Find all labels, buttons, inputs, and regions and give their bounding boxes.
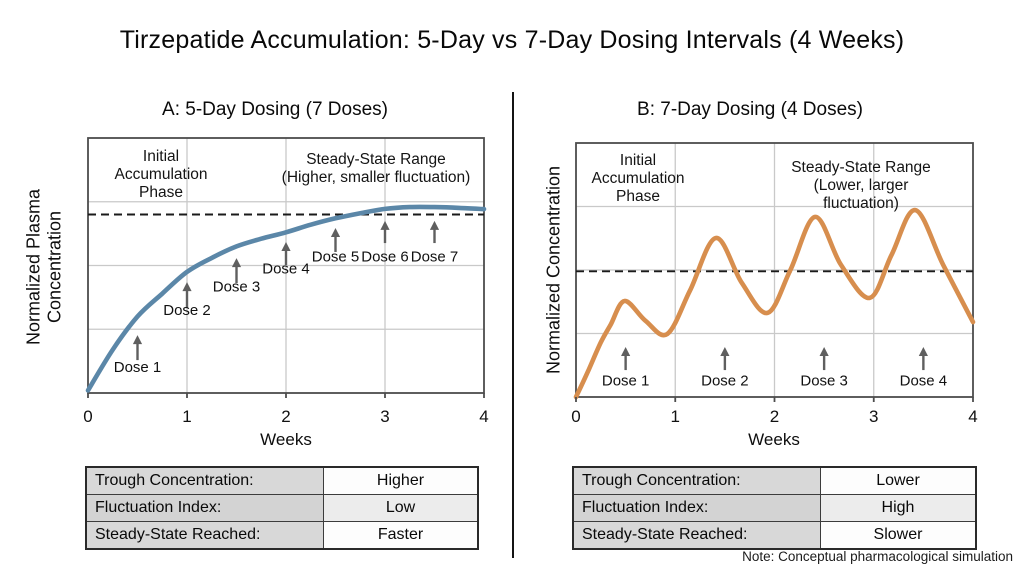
table-row-value: Lower [820, 466, 977, 495]
panel-a-steady-state-annotation: Steady-State Range (Higher, smaller fluc… [281, 151, 471, 187]
concentration-curve-a [85, 204, 487, 393]
panel-b-summary-table: Trough Concentration: Lower Fluctuation … [572, 466, 977, 550]
table-row-value: Slower [820, 521, 977, 550]
table-row-value: Higher [323, 466, 479, 495]
table-row: Fluctuation Index: High [572, 494, 977, 522]
x-tick-label: 3 [869, 407, 878, 426]
panel-b-title: B: 7-Day Dosing (4 Doses) [637, 99, 863, 120]
panel-a-title: A: 5-Day Dosing (7 Doses) [162, 99, 388, 120]
panel-a-x-axis-label: Weeks [260, 430, 312, 449]
dose-label: Dose 6 [361, 248, 409, 265]
x-tick-label: 1 [182, 407, 191, 426]
dose-arrow-head [720, 346, 730, 356]
table-row: Trough Concentration: Lower [572, 466, 977, 495]
page-title: Tirzepatide Accumulation: 5-Day vs 7-Day… [119, 26, 905, 54]
panel-b-x-axis-label: Weeks [748, 430, 800, 449]
dose-arrow-head [182, 282, 192, 292]
panel-b-y-axis-label: Normalized Concentration [543, 165, 564, 375]
dose-arrow-head [819, 346, 829, 356]
dose-label: Dose 3 [213, 279, 261, 296]
table-row-value: Faster [323, 521, 479, 550]
x-tick-label: 2 [281, 407, 290, 426]
dose-label: Dose 4 [900, 373, 948, 390]
dose-arrow-head [380, 220, 390, 230]
table-row-label: Steady-State Reached: [572, 521, 821, 550]
table-row-label: Steady-State Reached: [85, 521, 324, 550]
x-tick-label: 4 [479, 407, 488, 426]
x-tick-label: 0 [571, 407, 580, 426]
concentration-curve-b [573, 207, 976, 400]
table-row-label: Trough Concentration: [572, 466, 821, 495]
panel-a-initial-phase-annotation: Initial Accumulation Phase [114, 148, 208, 202]
x-tick-label: 2 [770, 407, 779, 426]
table-row-label: Fluctuation Index: [85, 494, 324, 522]
panel-b-steady-state-annotation: Steady-State Range (Lower, larger fluctu… [791, 159, 931, 213]
dose-arrow-head [621, 346, 631, 356]
dose-label: Dose 2 [163, 302, 211, 319]
x-tick-label: 1 [671, 407, 680, 426]
table-row: Steady-State Reached: Faster [85, 521, 479, 550]
dose-arrow-head [330, 228, 341, 238]
dose-label: Dose 5 [312, 248, 360, 265]
dose-arrow-head [231, 258, 242, 268]
panel-a-summary-table: Trough Concentration: Higher Fluctuation… [85, 466, 479, 550]
x-tick-label: 3 [380, 407, 389, 426]
table-row: Trough Concentration: Higher [85, 466, 479, 495]
table-row-value: High [820, 494, 977, 522]
dose-label: Dose 3 [800, 373, 848, 390]
dose-label: Dose 1 [114, 359, 162, 376]
dose-label: Dose 1 [602, 373, 650, 390]
table-row-label: Fluctuation Index: [572, 494, 821, 522]
dose-arrow-head [918, 346, 928, 356]
table-row: Steady-State Reached: Slower [572, 521, 977, 550]
x-tick-label: 0 [83, 407, 92, 426]
dose-label: Dose 4 [262, 261, 310, 278]
dose-label: Dose 7 [411, 248, 459, 265]
footnote: Note: Conceptual pharmacological simulat… [742, 549, 1013, 564]
dose-label: Dose 2 [701, 373, 749, 390]
panel-divider-line [512, 92, 514, 558]
dose-arrow-head [281, 242, 291, 252]
dose-arrow-head [429, 220, 440, 230]
table-row-value: Low [323, 494, 479, 522]
panel-a-y-axis-label: Normalized Plasma Concentration [23, 188, 64, 346]
table-row: Fluctuation Index: Low [85, 494, 479, 522]
table-row-label: Trough Concentration: [85, 466, 324, 495]
dose-arrow-head [132, 335, 143, 345]
panel-b-initial-phase-annotation: Initial Accumulation Phase [591, 152, 685, 206]
x-tick-label: 4 [968, 407, 977, 426]
